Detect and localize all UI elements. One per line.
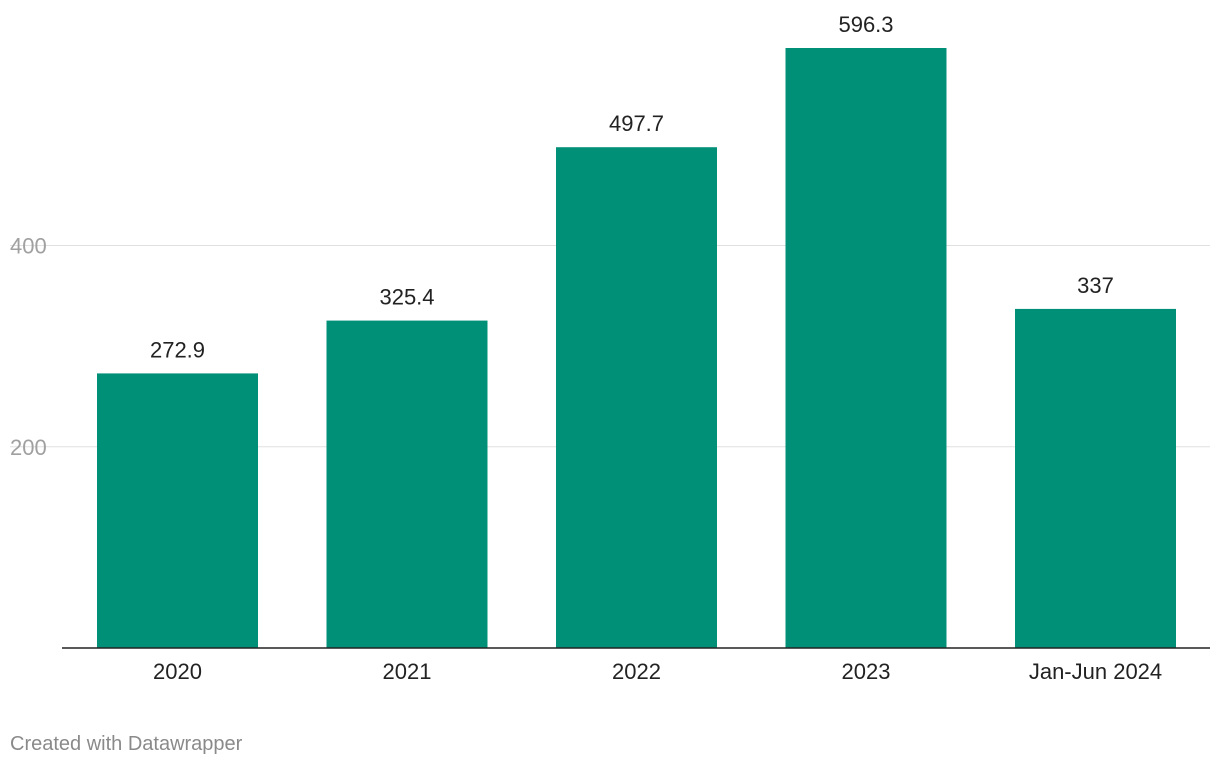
x-tick-label: 2022 (612, 659, 661, 684)
y-tick-label: 200 (10, 435, 47, 460)
y-tick-label: 400 (10, 234, 47, 259)
x-tick-label: Jan-Jun 2024 (1029, 659, 1162, 684)
bar-value-label: 272.9 (150, 337, 205, 362)
bar-2022 (556, 147, 717, 649)
x-tick-label: 2021 (383, 659, 432, 684)
bar-value-label: 337 (1077, 273, 1114, 298)
bar-value-label: 497.7 (609, 111, 664, 136)
bar-2021 (326, 320, 488, 648)
datawrapper-credit: Created with Datawrapper (10, 733, 243, 755)
bar-value-label: 325.4 (379, 285, 434, 310)
bar-jan-jun-2024 (1015, 308, 1176, 648)
bar-2023 (785, 48, 947, 648)
bar-2020 (97, 373, 258, 648)
labels: 200 400 272.9 2020 325.4 2021 497.7 2022 596.3 20… (10, 12, 1162, 684)
bars (97, 48, 1176, 649)
bar-value-label: 596.3 (838, 12, 893, 37)
x-tick-label: 2020 (153, 659, 202, 684)
x-tick-label: 2023 (842, 659, 891, 684)
